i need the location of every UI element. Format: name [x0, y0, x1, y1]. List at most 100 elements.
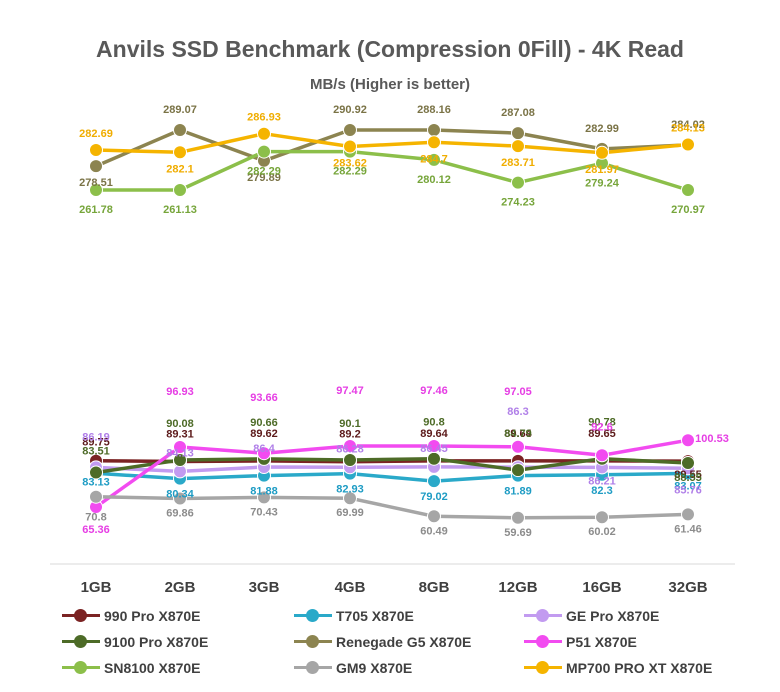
data-point-sn8100-x870e — [681, 183, 695, 197]
data-label-990-pro-x870e: 89.65 — [588, 428, 616, 440]
data-label-sn8100-x870e: 270.97 — [671, 204, 705, 216]
data-point-renegade-g5-x870e — [89, 159, 103, 174]
data-point-mp700-pro-xt-x870e — [343, 139, 357, 154]
x-tick-label: 8GB — [419, 579, 450, 596]
data-label-ge-pro-x870e: 85.76 — [674, 484, 702, 496]
x-tick-label: 32GB — [668, 579, 707, 596]
data-label-t705-x870e: 79.02 — [420, 491, 448, 503]
x-tick-label: 1GB — [81, 579, 112, 596]
series-line-mp700-pro-xt-x870e — [95, 131, 689, 155]
x-tick-label: 4GB — [335, 579, 366, 596]
data-point-gm9-x870e — [173, 491, 187, 506]
data-label-mp700-pro-xt-x870e: 283.62 — [333, 158, 367, 170]
data-point-p51-x870e — [511, 439, 525, 454]
data-label-ge-pro-x870e: 86.4 — [253, 443, 275, 455]
series-line-sn8100-x870e — [96, 149, 689, 192]
data-label-gm9-x870e: 59.69 — [504, 527, 532, 539]
data-label-990-pro-x870e: 89.62 — [250, 428, 278, 440]
data-point-p51-x870e — [595, 448, 609, 463]
legend-item-p51-x870e: P51 X870E — [524, 630, 637, 654]
data-label-p51-x870e: 100.53 — [695, 433, 729, 445]
x-tick-label: 12GB — [498, 579, 537, 596]
data-label-sn8100-x870e: 261.78 — [79, 204, 113, 216]
data-point-mp700-pro-xt-x870e — [511, 139, 525, 154]
data-label-gm9-x870e: 61.46 — [674, 523, 702, 535]
data-label-mp700-pro-xt-x870e: 284.13 — [671, 123, 705, 135]
data-point-sn8100-x870e — [173, 183, 187, 197]
data-point-sn8100-x870e — [511, 175, 525, 190]
data-point-p51-x870e — [257, 446, 271, 461]
data-point-gm9-x870e — [343, 491, 357, 506]
data-label-renegade-g5-x870e: 289.07 — [163, 104, 197, 116]
data-label-p51-x870e: 92.6 — [591, 421, 612, 433]
data-point-t705-x870e — [427, 474, 441, 489]
data-label-sn8100-x870e: 274.23 — [501, 197, 535, 209]
data-label-gm9-x870e: 60.49 — [420, 525, 448, 537]
data-point-gm9-x870e — [595, 510, 609, 525]
data-label-ge-pro-x870e: 86.3 — [507, 406, 528, 418]
legend-item-ge-pro-x870e: GE Pro X870E — [524, 604, 659, 628]
data-label-renegade-g5-x870e: 282.99 — [585, 123, 619, 135]
data-label-9100-pro-x870e: 83.51 — [82, 446, 110, 458]
data-point-renegade-g5-x870e — [511, 126, 525, 141]
data-point-mp700-pro-xt-x870e — [89, 143, 103, 157]
legend-label: MP700 PRO XT X870E — [566, 660, 713, 676]
data-point-9100-pro-x870e — [343, 453, 357, 467]
data-label-9100-pro-x870e: 84.79 — [504, 428, 532, 440]
legend-swatch — [524, 604, 562, 628]
legend-swatch — [294, 630, 332, 654]
data-label-t705-x870e: 82.3 — [591, 485, 612, 497]
data-label-ge-pro-x870e: 86.45 — [420, 443, 448, 455]
data-label-t705-x870e: 83.07 — [674, 480, 702, 492]
data-label-gm9-x870e: 70.8 — [85, 512, 106, 524]
data-label-990-pro-x870e: 89.64 — [504, 428, 532, 440]
data-label-sn8100-x870e: 282.29 — [333, 166, 367, 178]
data-label-9100-pro-x870e: 90.1 — [339, 418, 360, 430]
data-label-renegade-g5-x870e: 288.16 — [417, 104, 451, 116]
data-point-renegade-g5-x870e — [343, 123, 357, 137]
data-point-9100-pro-x870e — [681, 456, 695, 470]
chart-title: Anvils SSD Benchmark (Compression 0Fill)… — [96, 36, 684, 62]
data-point-9100-pro-x870e — [89, 465, 103, 480]
data-label-p51-x870e: 97.46 — [420, 385, 448, 397]
data-label-t705-x870e: 81.89 — [504, 486, 532, 498]
legend-item-990-pro-x870e: 990 Pro X870E — [62, 604, 201, 628]
data-label-ge-pro-x870e: 84.13 — [166, 447, 194, 459]
data-label-p51-x870e: 93.66 — [250, 392, 278, 404]
data-label-gm9-x870e: 70.43 — [250, 506, 278, 518]
data-label-t705-x870e: 80.34 — [166, 489, 194, 501]
legend-label: 9100 Pro X870E — [104, 634, 209, 650]
series-line-renegade-g5-x870e — [95, 128, 689, 168]
series-line-9100-pro-x870e — [95, 456, 689, 475]
legend-swatch — [294, 604, 332, 628]
data-label-sn8100-x870e: 279.24 — [585, 177, 620, 189]
data-point-gm9-x870e — [681, 507, 695, 522]
data-point-sn8100-x870e — [257, 144, 271, 159]
data-point-gm9-x870e — [427, 509, 441, 524]
data-point-gm9-x870e — [257, 490, 271, 505]
data-label-990-pro-x870e: 89.31 — [166, 429, 194, 441]
legend-swatch — [62, 630, 100, 654]
legend-item-renegade-g5-x870e: Renegade G5 X870E — [294, 630, 471, 654]
data-point-gm9-x870e — [89, 489, 103, 504]
data-label-ge-pro-x870e: 86.21 — [588, 475, 616, 487]
legend-swatch — [62, 604, 100, 628]
data-label-9100-pro-x870e: 90.8 — [423, 417, 444, 429]
legend-item-9100-pro-x870e: 9100 Pro X870E — [62, 630, 208, 654]
data-point-p51-x870e — [681, 433, 695, 448]
data-label-sn8100-x870e: 280.12 — [417, 174, 451, 186]
data-label-p51-x870e: 97.05 — [504, 386, 532, 398]
data-label-mp700-pro-xt-x870e: 282.1 — [166, 163, 194, 175]
data-point-p51-x870e — [173, 440, 187, 454]
data-label-gm9-x870e: 60.02 — [588, 526, 616, 538]
x-tick-label: 2GB — [165, 579, 196, 596]
data-label-ge-pro-x870e: 86.19 — [82, 431, 110, 443]
data-label-t705-x870e: 81.88 — [250, 486, 278, 498]
data-label-renegade-g5-x870e: 290.92 — [333, 104, 367, 116]
data-point-p51-x870e — [427, 439, 441, 453]
data-label-p51-x870e: 65.36 — [82, 524, 110, 536]
data-label-9100-pro-x870e: 90.66 — [250, 417, 278, 429]
legend-label: P51 X870E — [566, 634, 637, 650]
legend-swatch — [524, 656, 562, 680]
data-point-mp700-pro-xt-x870e — [427, 135, 441, 150]
